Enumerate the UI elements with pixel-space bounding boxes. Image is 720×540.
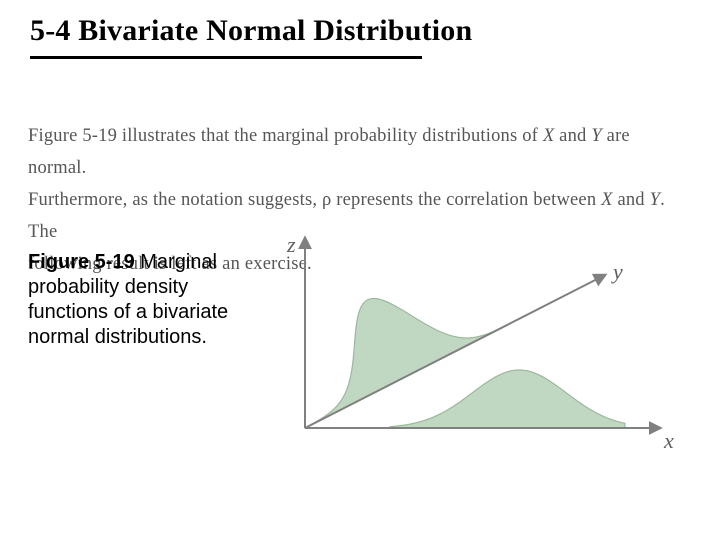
body-seg-1: Figure 5-19 illustrates that the margina… <box>28 126 543 146</box>
body-seg-5: and <box>613 190 650 210</box>
figure-svg: z y x <box>260 230 680 460</box>
body-var-x2: X <box>601 190 613 210</box>
svg-text:y: y <box>611 259 623 284</box>
svg-text:x: x <box>663 428 674 453</box>
body-seg-4: Furthermore, as the notation suggests, ρ… <box>28 190 601 210</box>
caption-bold: Figure 5-19 <box>28 251 140 273</box>
body-seg-2: and <box>554 126 591 146</box>
figure-caption: Figure 5-19 Marginal probability density… <box>28 250 238 350</box>
title-underline <box>30 56 422 59</box>
body-var-y1: Y <box>591 126 602 146</box>
body-var-x1: X <box>543 126 555 146</box>
slide-title: 5-4 Bivariate Normal Distribution <box>30 14 472 48</box>
svg-text:z: z <box>286 232 296 257</box>
body-var-y2: Y <box>650 190 661 210</box>
figure-5-19: z y x <box>260 230 680 460</box>
